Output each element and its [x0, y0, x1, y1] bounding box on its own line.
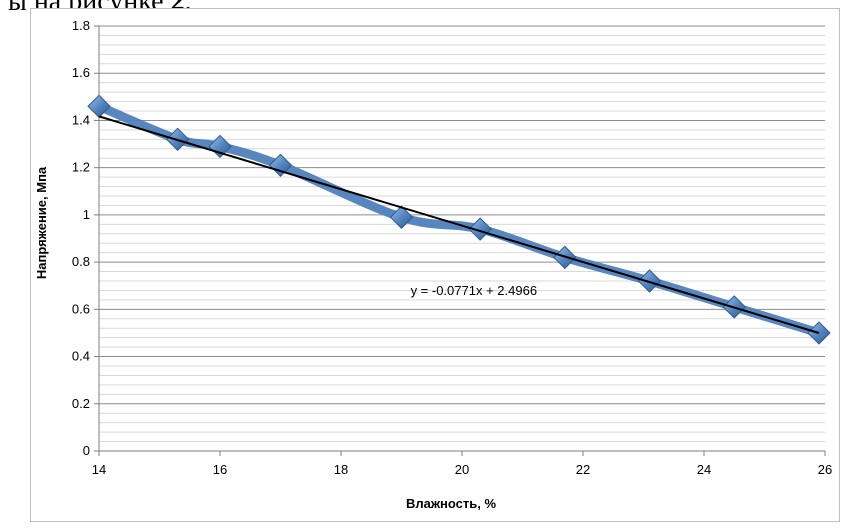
x-tick-label: 14: [92, 462, 106, 477]
y-tick-labels: 0 0.2 0.4 0.6 0.8 1 1.2 1.4 1.6 1.8: [72, 18, 99, 458]
y-tick-label: 0: [83, 443, 90, 458]
y-tick-label: 1.6: [72, 65, 90, 80]
x-tick-label: 16: [213, 462, 227, 477]
x-tick-label: 20: [455, 462, 469, 477]
data-point-marker: [268, 153, 293, 178]
trendline-group: [98, 115, 820, 334]
trendline: [98, 115, 820, 334]
moisture-stress-chart: 0 0.2 0.4 0.6 0.8 1 1.2 1.4 1.6 1.8 14 16 18 20 22 24 2…: [30, 8, 840, 522]
y-tick-label: 1.8: [72, 18, 90, 33]
y-tick-label: 0.2: [72, 396, 90, 411]
y-tick-label: 0.4: [72, 349, 90, 364]
x-tick-labels: 14 16 18 20 22 24 26: [92, 451, 832, 477]
data-point-marker: [468, 217, 492, 241]
major-gridlines: [99, 25, 825, 452]
minor-gridlines: [99, 34, 825, 443]
y-tick-label: 0.8: [72, 254, 90, 269]
y-axis-label: Напряжение, Мпа: [34, 166, 49, 279]
chart-container: 0 0.2 0.4 0.6 0.8 1 1.2 1.4 1.6 1.8 14 16 18 20 22 24 2…: [30, 8, 840, 522]
x-axis-label: Влажность, %: [406, 496, 497, 511]
x-tick-label: 22: [576, 462, 590, 477]
y-tick-label: 0.6: [72, 301, 90, 316]
y-tick-label: 1.2: [72, 160, 90, 175]
trendline-equation: y = -0.0771x + 2.4966: [411, 283, 537, 298]
x-tick-label: 24: [697, 462, 711, 477]
chart-frame: [30, 8, 840, 522]
data-point-marker: [389, 205, 414, 229]
x-tick-label: 18: [334, 462, 348, 477]
x-tick-label: 26: [818, 462, 832, 477]
y-tick-label: 1: [83, 207, 90, 222]
y-tick-label: 1.4: [72, 112, 90, 127]
